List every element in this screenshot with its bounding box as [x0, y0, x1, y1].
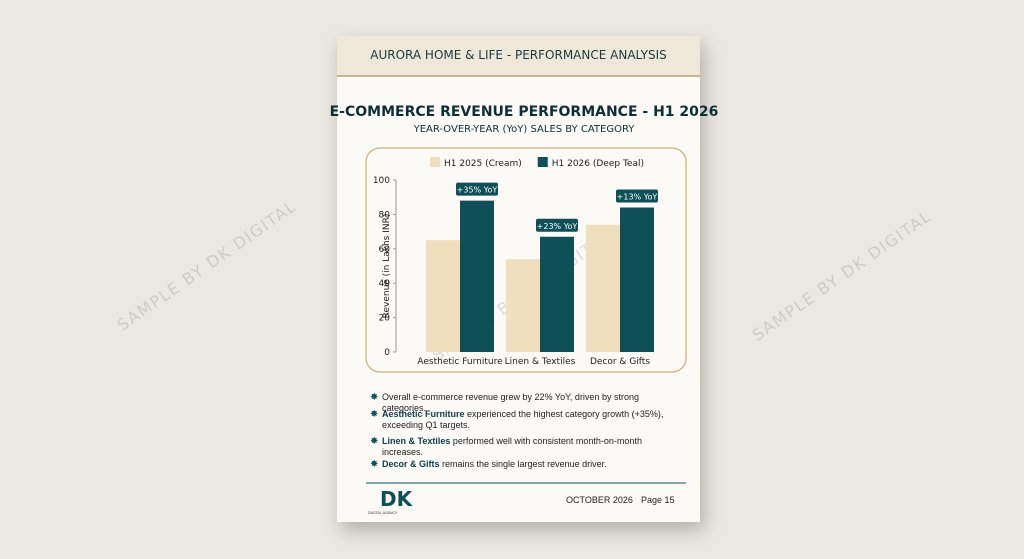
bar	[586, 224, 620, 352]
bullet-icon: ✸	[370, 436, 379, 447]
watermark: SAMPLE BY DK DIGITAL	[114, 196, 301, 335]
header: AURORA HOME & LIFE - PERFORMANCE ANALYSI…	[337, 36, 700, 77]
annotation-box	[456, 182, 498, 196]
chart-subtitle: YEAR-OVER-YEAR (YoY) SALES BY CATEGORY	[413, 124, 636, 135]
bullet-text: performed well with consistent month-on-…	[382, 436, 642, 457]
header-title: AURORA HOME & LIFE - PERFORMANCE ANALYSI…	[370, 48, 667, 62]
legend-label: H1 2026 (Deep Teal)	[552, 159, 644, 169]
legend-swatch	[537, 157, 548, 167]
footer-page: Page 15	[641, 495, 675, 505]
bar	[426, 240, 460, 352]
annotation: +23% YoY	[537, 222, 578, 231]
bar	[460, 200, 494, 352]
bullet-text: remains the single largest revenue drive…	[439, 459, 607, 469]
bullet: ✸ Overall e-commerce revenue grew by 22% …	[370, 392, 682, 414]
chart-frame	[365, 147, 687, 373]
legend-swatch	[430, 157, 440, 167]
footer-date: OCTOBER 2026	[566, 495, 633, 505]
x-tick-label: Aesthetic Furniture	[417, 357, 503, 367]
bullet-lead: Aesthetic Furniture	[382, 409, 465, 419]
bullet: ✸ Linen & Textiles performed well with co…	[370, 436, 682, 458]
bullet-text: Overall e-commerce revenue grew by 22% Y…	[382, 392, 639, 413]
annotation: +35% YoY	[457, 186, 498, 195]
x-tick-label: Decor & Gifts	[590, 357, 650, 367]
bullet: ✸ Decor & Gifts remains the single larges…	[370, 459, 682, 470]
bullet-icon: ✸	[370, 409, 379, 420]
bar	[620, 207, 654, 352]
bar	[540, 236, 574, 352]
x-tick-label: Linen & Textiles	[505, 357, 576, 367]
bullet-lead: Linen & Textiles	[382, 436, 451, 446]
chart-title: E-COMMERCE REVENUE PERFORMANCE - H1 2026	[330, 104, 719, 120]
legend-label: H1 2025 (Cream)	[444, 159, 522, 169]
bullet: ✸ Aesthetic Furniture experienced the hig…	[370, 409, 682, 431]
y-axis-label: Revenue (in Lakhs INR)	[382, 214, 392, 319]
y-tick-label: 20	[379, 314, 391, 324]
logo: DK	[380, 487, 414, 511]
bullet-icon: ✸	[370, 459, 379, 470]
bullet-lead: Decor & Gifts	[382, 459, 440, 469]
bullet-icon: ✸	[370, 392, 379, 403]
bar	[506, 259, 540, 352]
annotation: +13% YoY	[617, 193, 658, 202]
annotation-box	[536, 218, 578, 232]
bullet-text: experienced the highest category growth …	[382, 409, 664, 430]
y-tick-label: 40	[379, 279, 391, 289]
logo-sub: DIGITAL AGENCY	[368, 511, 398, 515]
y-tick-label: 0	[384, 348, 390, 358]
y-tick-label: 60	[379, 245, 391, 255]
watermark: SAMPLE BY DK DIGITAL	[749, 206, 936, 345]
y-tick-label: 80	[379, 210, 391, 220]
y-tick-label: 100	[373, 176, 390, 186]
annotation-box	[616, 189, 658, 203]
